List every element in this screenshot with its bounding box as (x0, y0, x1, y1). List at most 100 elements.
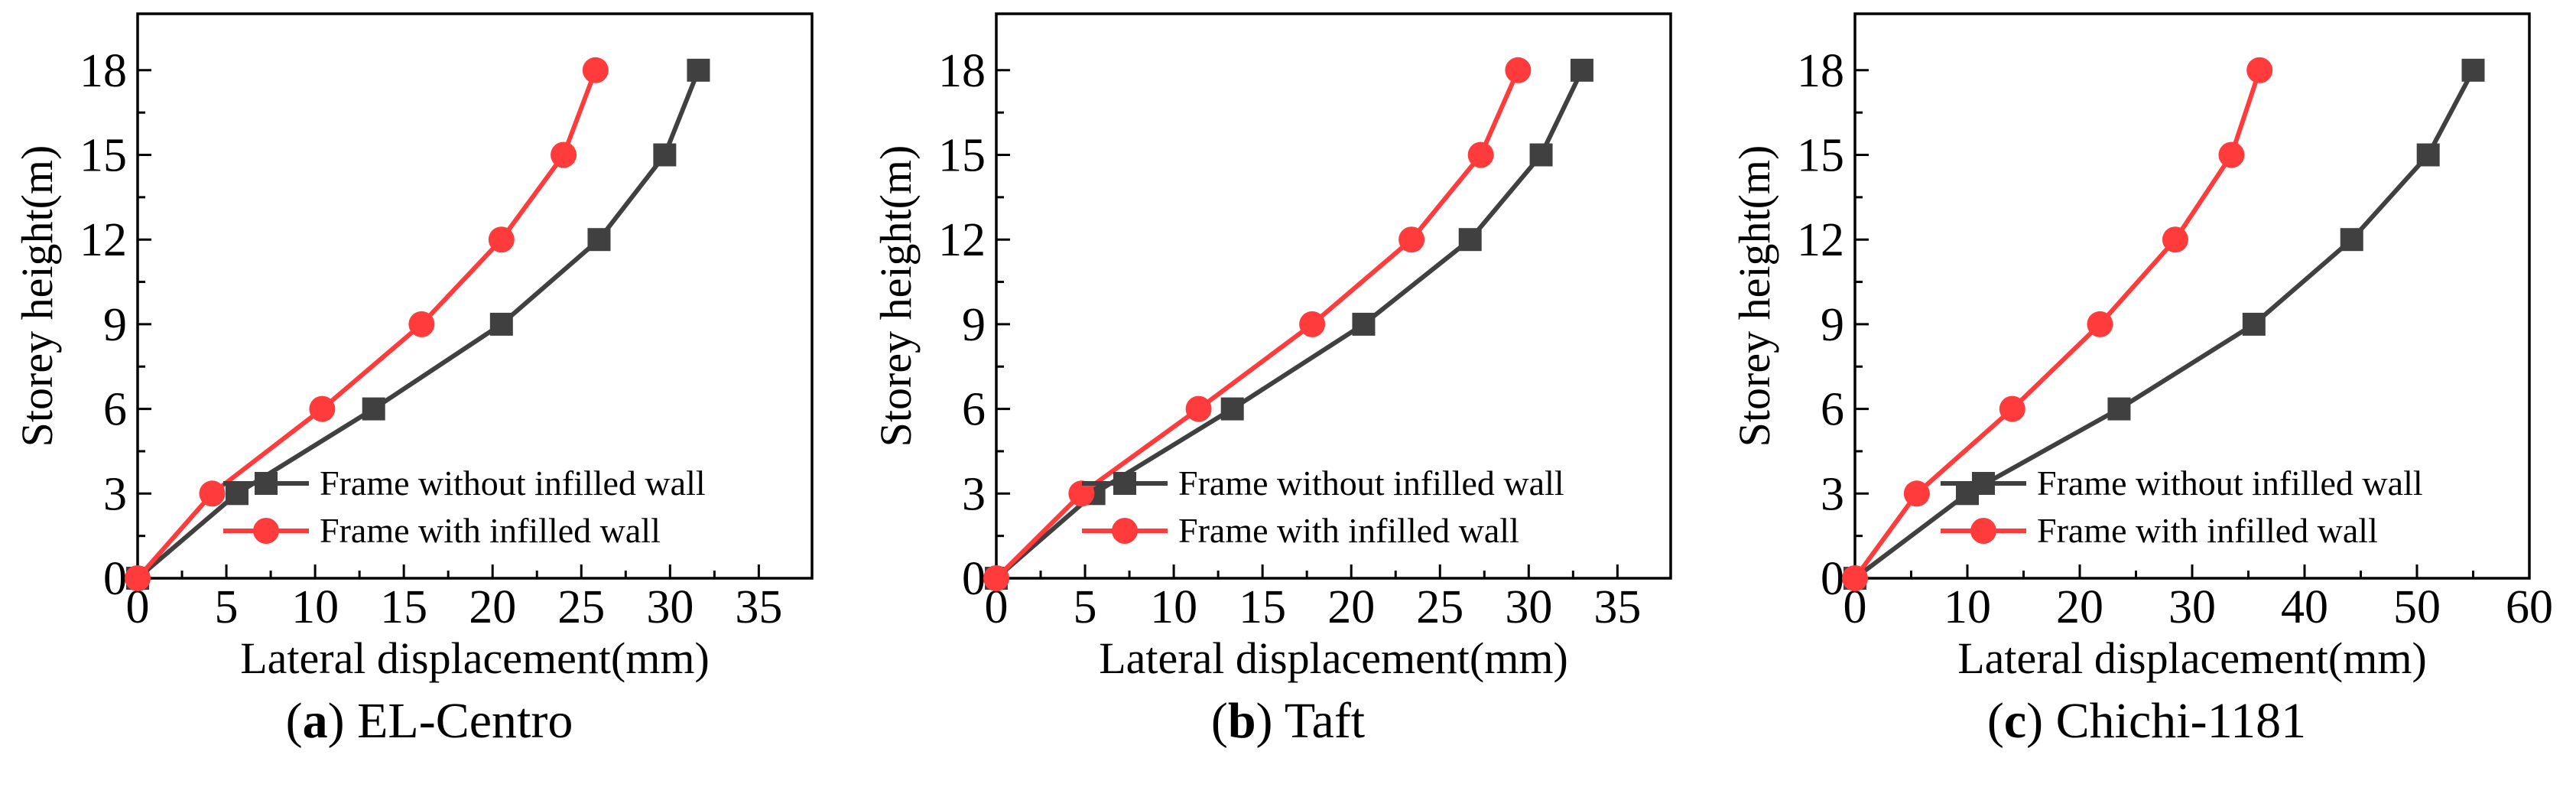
x-tick-label: 20 (2056, 581, 2103, 633)
data-point-square (687, 58, 710, 82)
data-point-square (1352, 312, 1376, 336)
plot-frame (995, 12, 1672, 580)
x-tick-label: 10 (1944, 581, 1991, 633)
data-point-square (587, 228, 611, 252)
legend-entry: Frame with infilled wall (2037, 511, 2378, 550)
y-tick-label: 9 (103, 299, 127, 351)
y-tick-label: 3 (103, 468, 127, 520)
y-tick-label: 3 (1821, 468, 1844, 520)
y-tick-label: 0 (962, 553, 986, 605)
data-point-circle (1299, 311, 1326, 337)
y-tick-label: 0 (1821, 553, 1844, 605)
data-point-square (225, 482, 249, 506)
x-axis-label: Lateral displacement(mm) (240, 633, 710, 683)
data-point-circle (1842, 565, 1868, 591)
x-tick-label: 10 (1150, 581, 1197, 633)
chart-panel-c: 0 10 20 30 40 50 60 0 3 6 9 12 15 18 Lateral displacem… (1717, 0, 2576, 810)
caption-text: Taft (1284, 693, 1366, 749)
data-point-square (1220, 397, 1244, 421)
legend-entry: Frame without infilled wall (1178, 464, 1564, 503)
x-tick-label: 30 (1505, 581, 1552, 633)
data-point-circle (309, 395, 336, 422)
y-tick-label: 15 (938, 130, 986, 182)
data-point-circle (1398, 226, 1425, 253)
x-tick-label: 10 (291, 581, 339, 633)
y-tick-label: 9 (962, 299, 986, 351)
x-tick-label: 60 (2506, 581, 2553, 633)
data-point-square (362, 397, 385, 421)
x-tick-label: 40 (2281, 581, 2328, 633)
data-point-circle (1903, 480, 1930, 507)
chart-panel-b: 0 5 10 15 20 25 30 35 0 3 6 9 12 15 18 Lateral displace… (859, 0, 1717, 810)
x-tick-label: 50 (2393, 581, 2441, 633)
data-point-circle (2218, 142, 2245, 168)
caption-text: EL-Centro (357, 693, 573, 749)
legend-entry: Frame with infilled wall (320, 511, 661, 550)
legend-entry: Frame with infilled wall (1178, 511, 1519, 550)
x-tick-label: 30 (2168, 581, 2216, 633)
x-tick-label: 30 (646, 581, 694, 633)
data-point-circle (1467, 142, 1494, 168)
caption-letter: b (1227, 693, 1256, 749)
x-tick-label: 5 (1074, 581, 1097, 633)
legend-entry: Frame without infilled wall (2037, 464, 2423, 503)
caption-letter: a (302, 693, 328, 749)
plot-frame (136, 12, 814, 580)
y-tick-label: 18 (938, 45, 986, 97)
x-tick-label: 35 (1593, 581, 1641, 633)
x-tick-label: 5 (215, 581, 239, 633)
data-point-square (2461, 58, 2485, 82)
x-tick-label: 20 (469, 581, 516, 633)
data-point-square (653, 143, 677, 167)
data-point-square (1570, 58, 1593, 82)
data-point-circle (1505, 57, 1532, 83)
caption-b: (b) Taft (1210, 693, 1366, 749)
data-point-circle (199, 480, 226, 507)
legend-entry: Frame without infilled wall (320, 464, 706, 503)
x-tick-label: 20 (1327, 581, 1375, 633)
data-point-square (2107, 397, 2131, 421)
legend-marker-circle (1112, 518, 1138, 544)
data-point-circle (1999, 395, 2025, 422)
data-point-circle (2246, 57, 2273, 83)
legend-marker-circle (253, 518, 279, 544)
data-point-circle (408, 311, 435, 337)
y-tick-label: 0 (103, 553, 127, 605)
y-tick-label: 6 (103, 384, 127, 436)
data-point-circle (983, 565, 1009, 591)
x-tick-label: 15 (380, 581, 427, 633)
data-point-circle (488, 226, 515, 253)
y-tick-label: 6 (1821, 384, 1844, 436)
y-tick-label: 15 (80, 130, 127, 182)
y-tick-label: 18 (1797, 45, 1844, 97)
caption-letter: c (2003, 693, 2027, 749)
data-point-square (2416, 143, 2440, 167)
data-point-square (2340, 228, 2363, 252)
data-point-circle (1068, 480, 1095, 507)
x-axis-label: Lateral displacement(mm) (1957, 633, 2427, 683)
data-point-square (1458, 228, 1482, 252)
y-tick-label: 6 (962, 384, 986, 436)
data-point-square (2242, 312, 2266, 336)
y-tick-label: 18 (80, 45, 127, 97)
legend-marker-circle (1970, 518, 1996, 544)
x-tick-label: 25 (557, 581, 605, 633)
y-axis-label: Storey height(m) (12, 145, 62, 447)
data-point-circle (2162, 226, 2188, 253)
x-tick-label: 15 (1239, 581, 1286, 633)
chart-panel-a: 0 5 10 15 20 25 30 35 0 3 6 9 12 15 18 Lateral displace… (0, 0, 859, 810)
legend-marker-square (1113, 472, 1136, 495)
x-tick-label: 35 (735, 581, 782, 633)
y-tick-label: 15 (1797, 130, 1844, 182)
data-point-circle (582, 57, 609, 83)
y-axis-label: Storey height(m) (1730, 145, 1779, 447)
caption-text: Chichi-1181 (2055, 693, 2307, 749)
data-point-square (1529, 143, 1553, 167)
legend-marker-square (1972, 472, 1995, 495)
y-axis-label: Storey height(m) (871, 145, 921, 447)
caption-c: (c) Chichi-1181 (1986, 693, 2307, 749)
y-tick-label: 12 (80, 214, 127, 266)
